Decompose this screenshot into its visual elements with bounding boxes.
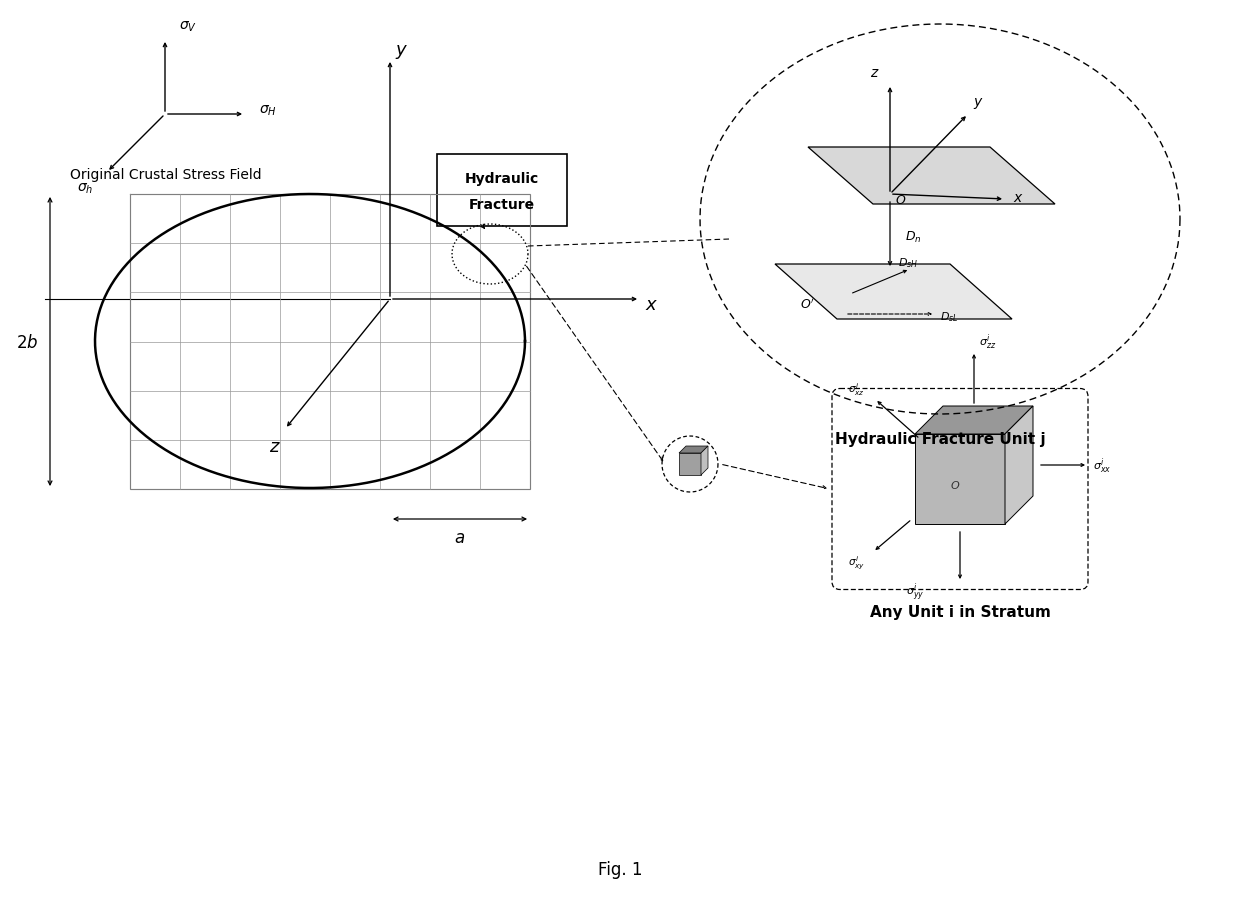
- Text: $\sigma_{zz}^{i}$: $\sigma_{zz}^{i}$: [980, 332, 997, 352]
- Polygon shape: [701, 446, 708, 476]
- Bar: [436, 155, 567, 227]
- Text: $O$: $O$: [950, 478, 960, 490]
- Text: $z$: $z$: [870, 66, 880, 80]
- Text: $z$: $z$: [269, 437, 281, 456]
- Text: $O$: $O$: [895, 193, 906, 206]
- Polygon shape: [915, 406, 1033, 435]
- Text: $\sigma_V$: $\sigma_V$: [179, 20, 197, 35]
- Text: $y$: $y$: [396, 43, 409, 61]
- Text: $O'$: $O'$: [800, 297, 815, 312]
- Text: $y$: $y$: [972, 96, 983, 110]
- Text: $\sigma_h$: $\sigma_h$: [77, 181, 93, 196]
- Text: $\sigma_{xy}^{i}$: $\sigma_{xy}^{i}$: [848, 554, 866, 571]
- Polygon shape: [680, 446, 708, 454]
- FancyBboxPatch shape: [832, 389, 1087, 589]
- Text: $x$: $x$: [1013, 190, 1023, 205]
- Text: Fig. 1: Fig. 1: [598, 860, 642, 878]
- Polygon shape: [915, 435, 1004, 525]
- Text: $\sigma_H$: $\sigma_H$: [259, 104, 277, 118]
- Text: $2b$: $2b$: [16, 333, 38, 351]
- Text: $x$: $x$: [645, 296, 658, 313]
- Polygon shape: [808, 148, 1055, 205]
- Polygon shape: [680, 454, 701, 476]
- Polygon shape: [1004, 406, 1033, 525]
- Text: $D_{sL}$: $D_{sL}$: [940, 310, 959, 323]
- Text: $\sigma_{xx}^{i}$: $\sigma_{xx}^{i}$: [1092, 456, 1111, 476]
- Text: $D_n$: $D_n$: [905, 230, 921, 244]
- Text: $a$: $a$: [454, 528, 465, 547]
- Text: Any Unit i in Stratum: Any Unit i in Stratum: [869, 604, 1050, 619]
- Text: Fracture: Fracture: [469, 198, 536, 211]
- Text: $\sigma_{xz}^{i}$: $\sigma_{xz}^{i}$: [848, 381, 866, 398]
- Text: $\sigma_{yy}^{i}$: $\sigma_{yy}^{i}$: [906, 581, 924, 603]
- Text: Hydraulic Fracture Unit j: Hydraulic Fracture Unit j: [835, 432, 1045, 447]
- Polygon shape: [775, 265, 1012, 320]
- Text: $D_{sH}$: $D_{sH}$: [898, 256, 918, 270]
- Text: Hydraulic: Hydraulic: [465, 172, 539, 186]
- Text: Original Crustal Stress Field: Original Crustal Stress Field: [69, 168, 262, 182]
